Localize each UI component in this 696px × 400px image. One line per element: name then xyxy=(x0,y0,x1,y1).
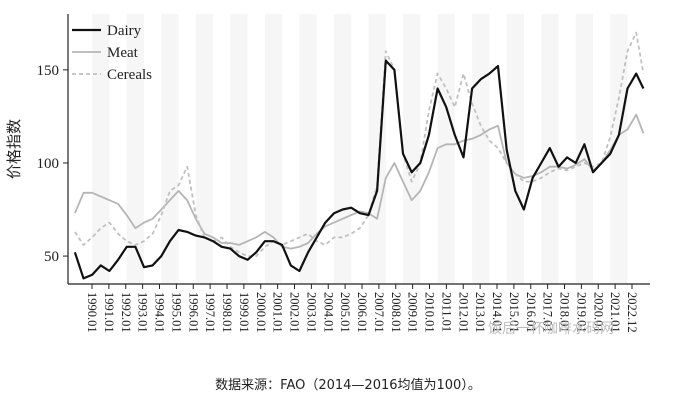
x-tick-label: 2005.01 xyxy=(338,292,352,333)
year-band xyxy=(437,14,455,284)
legend-label-meat: Meat xyxy=(107,45,139,61)
year-band xyxy=(333,14,352,284)
x-tick-label: 1998.01 xyxy=(220,292,234,333)
year-band xyxy=(264,14,283,284)
year-band xyxy=(368,14,386,284)
watermark: 饭后一杯咖啡水码网 xyxy=(488,321,614,337)
year-band xyxy=(195,14,214,284)
x-tick-label: 2004.01 xyxy=(321,292,335,333)
x-tick-label: 2019.01 xyxy=(574,292,588,333)
x-tick-label: 1997.01 xyxy=(203,292,217,333)
x-tick-label: 1992.01 xyxy=(119,292,133,333)
series-line-meat xyxy=(74,113,645,250)
x-tick-label: 1994.01 xyxy=(153,292,167,333)
legend-label-dairy: Dairy xyxy=(107,23,142,39)
x-tick-label: 2007.01 xyxy=(372,292,386,333)
y-tick-label: 50 xyxy=(44,249,59,265)
year-band xyxy=(610,14,628,284)
series-line-cereals xyxy=(74,31,645,258)
x-tick-label: 2022.12 xyxy=(625,292,639,333)
year-band xyxy=(92,14,110,284)
y-axis-label: 价格指数 xyxy=(5,119,23,179)
axes xyxy=(67,14,650,285)
year-band xyxy=(575,14,594,284)
year-band xyxy=(403,14,421,284)
x-tick-label: 2013.01 xyxy=(473,292,487,333)
x-tick-label: 2018.01 xyxy=(558,292,572,333)
x-tick-label: 2012.01 xyxy=(456,292,470,333)
legend-label-cereals: Cereals xyxy=(107,67,152,83)
x-tick-label: 2002.01 xyxy=(288,292,302,333)
x-tick-label: 2015.01 xyxy=(507,292,521,333)
x-tick-label: 2020.01 xyxy=(591,292,605,333)
x-tick-label: 2003.01 xyxy=(304,292,318,333)
x-tick-label: 1993.01 xyxy=(136,292,150,333)
year-band xyxy=(506,14,524,284)
x-tick-label: 2010.01 xyxy=(423,292,437,333)
x-tick-label: 1996.01 xyxy=(186,292,200,333)
y-tick-label: 100 xyxy=(37,156,60,172)
series-lines xyxy=(73,31,645,280)
y-ticks: 50 100 150 xyxy=(37,63,68,265)
series-line-dairy xyxy=(73,59,645,280)
year-band xyxy=(472,14,490,284)
x-tick-label: 2001.01 xyxy=(271,292,285,333)
x-tick-label: 1999.01 xyxy=(237,292,251,333)
x-tick-label: 1990.01 xyxy=(85,292,99,333)
year-band xyxy=(299,14,317,284)
x-tick-label: 2006.01 xyxy=(355,292,369,333)
year-band xyxy=(161,14,179,284)
data-source-note: 数据来源：FAO（2014—2016均值为100）。 xyxy=(215,378,481,393)
y-tick-label: 150 xyxy=(37,63,60,79)
x-tick-label: 2000.01 xyxy=(254,292,268,333)
x-tick-label: 2008.01 xyxy=(389,292,403,333)
x-tick-label: 1991.01 xyxy=(102,292,116,333)
x-tick-label: 1995.01 xyxy=(169,292,183,333)
x-tick-label: 2016.01 xyxy=(524,292,538,333)
legend: Dairy Meat Cereals xyxy=(72,23,152,83)
x-tick-label: 2011.01 xyxy=(439,292,453,332)
year-band xyxy=(230,14,248,284)
year-band xyxy=(126,14,144,284)
x-ticks: 1990.01 1991.01 1992.01 1993.01 1994.01 1995.… xyxy=(85,284,639,333)
year-bands xyxy=(92,14,628,284)
x-tick-label: 2017.01 xyxy=(541,292,555,333)
x-tick-label: 2009.01 xyxy=(406,292,420,333)
x-tick-label: 2021.01 xyxy=(608,292,622,333)
x-tick-label: 2014.01 xyxy=(490,292,504,333)
